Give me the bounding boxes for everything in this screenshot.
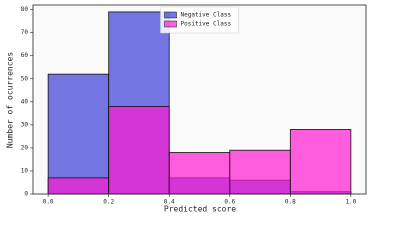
y-tick-label: 80 <box>21 6 29 13</box>
y-axis-label: Number of ocurrences <box>6 52 15 149</box>
legend-swatch <box>164 20 177 28</box>
bar <box>47 177 110 195</box>
x-tick-label: 0.0 <box>43 199 54 206</box>
x-tick-label: 0.6 <box>224 199 235 206</box>
legend-label: Positive Class <box>181 21 232 28</box>
y-tick-label: 0 <box>24 191 28 198</box>
x-tick-label: 0.8 <box>285 199 296 206</box>
legend-box <box>160 6 239 34</box>
x-axis-label: Predicted score <box>164 205 236 214</box>
legend-label: Negative Class <box>181 12 232 19</box>
x-tick-label: 1.0 <box>345 199 356 206</box>
bar <box>108 106 170 195</box>
bar <box>47 73 110 195</box>
x-tick-label: 0.2 <box>103 199 114 206</box>
chart: Predicted score Number of ocurrences 0 10… <box>6 4 367 214</box>
bar <box>168 152 231 195</box>
y-tick-label: 20 <box>21 144 29 151</box>
plot-frame <box>32 4 367 195</box>
y-tick-label: 30 <box>21 121 29 128</box>
bar <box>289 129 352 195</box>
y-tick-label: 60 <box>21 52 29 59</box>
y-tick-label: 70 <box>21 29 29 36</box>
legend-swatch <box>164 11 177 19</box>
y-tick-label: 40 <box>21 98 29 105</box>
x-tick-label: 0.4 <box>164 199 175 206</box>
y-tick-label: 10 <box>21 167 29 174</box>
bar <box>229 149 291 195</box>
y-tick-label: 50 <box>21 75 29 82</box>
